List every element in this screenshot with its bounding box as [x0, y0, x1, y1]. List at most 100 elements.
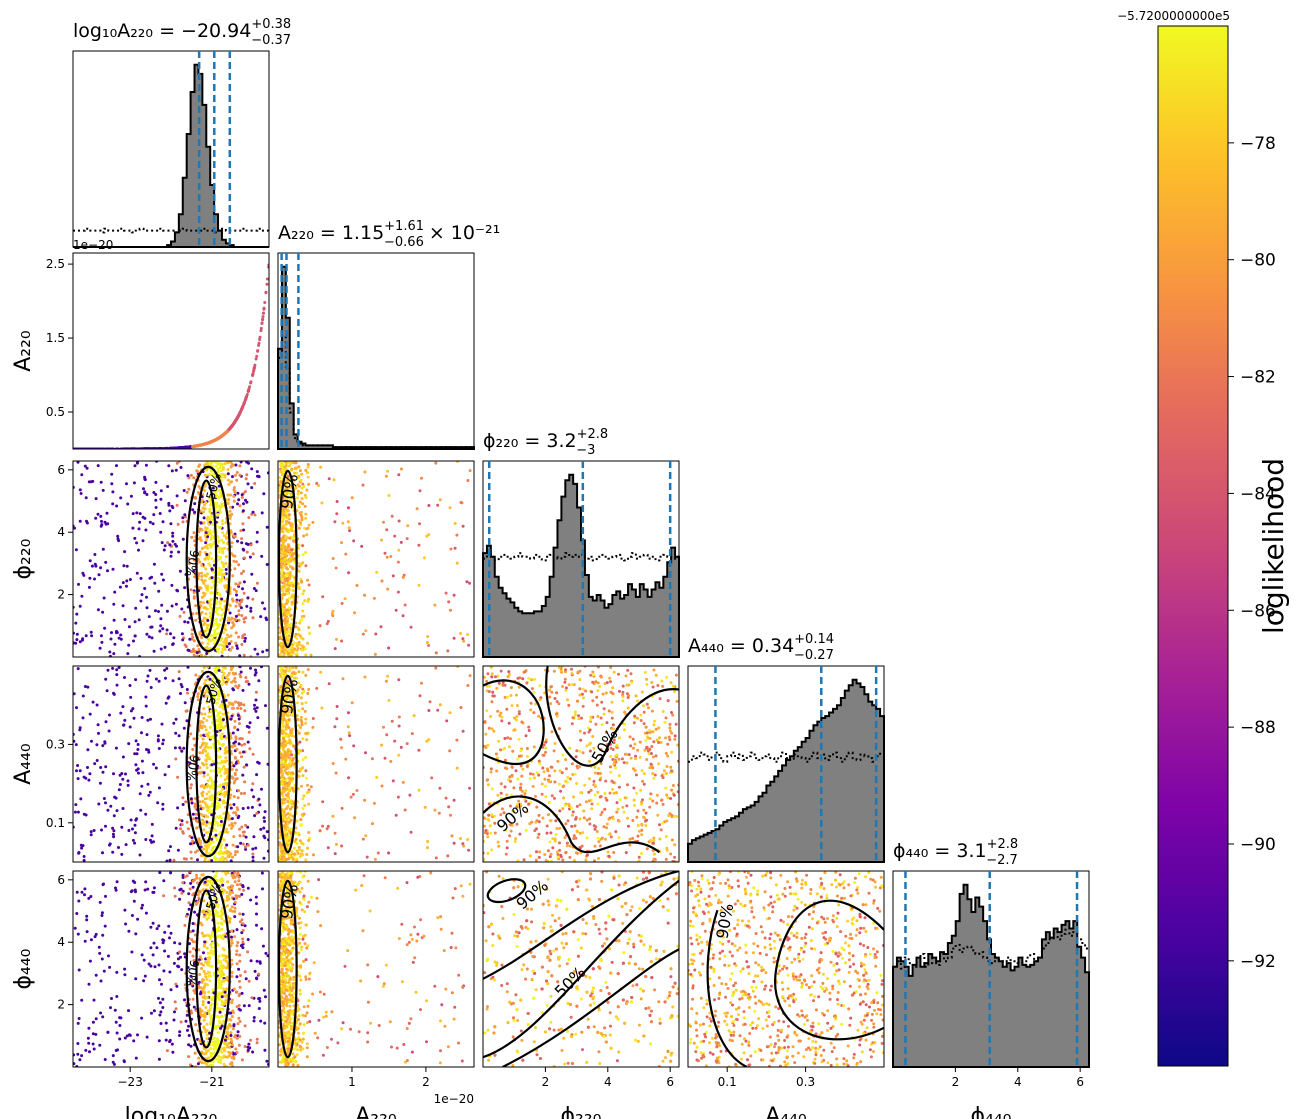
sample-point: [208, 497, 212, 501]
sample-point: [217, 689, 220, 693]
sample-point: [259, 615, 263, 619]
sample-point: [159, 617, 163, 621]
sample-point: [180, 819, 184, 823]
sample-point: [297, 543, 301, 547]
panel-frame: [72, 665, 270, 863]
sample-point: [462, 639, 466, 643]
sample-point: [125, 564, 129, 568]
sample-point: [194, 850, 197, 854]
sample-point: [455, 738, 459, 742]
sample-point: [446, 649, 450, 653]
sample-point: [176, 522, 180, 526]
sample-point: [157, 747, 161, 750]
sample-point: [220, 683, 224, 686]
sample-point: [299, 636, 303, 640]
sample-point: [205, 527, 209, 530]
sample-point: [90, 739, 93, 743]
sample-point: [235, 600, 239, 604]
sample-point: [467, 643, 471, 647]
sample-point: [296, 582, 300, 586]
sample-point: [204, 533, 207, 537]
sample-point: [79, 797, 83, 801]
sample-point: [285, 566, 288, 570]
sample-point: [204, 541, 208, 545]
sample-point: [295, 509, 299, 513]
sample-point: [303, 599, 307, 603]
sample-point: [159, 530, 163, 534]
sample-point: [444, 796, 448, 800]
panel-content: 50%90%: [73, 666, 269, 862]
sample-point: [99, 524, 103, 528]
sample-point: [218, 600, 222, 604]
sample-point: [202, 591, 205, 595]
sample-point: [75, 612, 79, 616]
sample-point: [350, 496, 354, 500]
sample-point: [78, 728, 82, 732]
sample-point: [75, 632, 79, 636]
sample-point: [157, 679, 161, 683]
sample-point: [190, 632, 194, 636]
sample-point: [196, 858, 199, 862]
sample-point: [213, 634, 217, 638]
sample-point: [196, 644, 200, 648]
sample-point: [85, 466, 89, 470]
sample-point: [180, 823, 184, 827]
sample-point: [216, 462, 220, 466]
sample-point: [287, 652, 290, 656]
sample-point: [74, 803, 78, 807]
sample-point: [214, 620, 218, 624]
sample-point: [120, 852, 124, 856]
sample-point: [200, 610, 204, 614]
sample-point: [110, 482, 114, 486]
sample-point: [220, 502, 224, 506]
sample-point: [253, 513, 257, 517]
sample-point: [204, 749, 208, 753]
sample-point: [189, 856, 193, 860]
sample-point: [297, 465, 301, 469]
sample-point: [301, 807, 305, 811]
sample-point: [203, 797, 207, 801]
sample-point: [196, 849, 199, 853]
sample-point: [278, 636, 282, 640]
sample-point: [283, 577, 287, 581]
sample-point: [220, 654, 224, 657]
sample-point: [198, 771, 202, 775]
sample-point: [78, 769, 82, 773]
sample-point: [231, 505, 235, 509]
sample-point: [352, 744, 356, 748]
sample-point: [236, 583, 240, 587]
sample-point: [144, 463, 148, 467]
sample-point: [169, 632, 172, 636]
sample-point: [154, 493, 158, 496]
sample-point: [182, 726, 186, 730]
sample-point: [383, 756, 387, 760]
sample-point: [433, 603, 437, 607]
sample-point: [234, 590, 238, 593]
sample-point: [199, 539, 203, 542]
sample-point: [138, 792, 142, 796]
sample-point: [101, 851, 104, 855]
sample-point: [305, 533, 309, 537]
sample-point: [425, 534, 429, 538]
sample-point: [363, 675, 367, 679]
sample-point: [199, 521, 203, 525]
sample-point: [290, 851, 294, 855]
sample-point: [73, 692, 76, 696]
sample-point: [418, 522, 421, 526]
sample-point: [240, 743, 244, 747]
sample-point: [166, 485, 170, 488]
sample-point: [239, 675, 243, 679]
sample-point: [247, 516, 251, 520]
sample-point: [239, 461, 243, 464]
sample-point: [204, 678, 208, 682]
sample-point: [283, 492, 287, 496]
sample-point: [232, 803, 236, 806]
sample-point: [203, 503, 206, 507]
sample-point: [128, 578, 132, 581]
sample-point: [244, 397, 248, 401]
sample-point: [290, 594, 294, 598]
sample-point: [397, 724, 401, 728]
sample-point: [261, 315, 265, 319]
sample-point: [206, 572, 210, 576]
sample-point: [210, 634, 213, 638]
